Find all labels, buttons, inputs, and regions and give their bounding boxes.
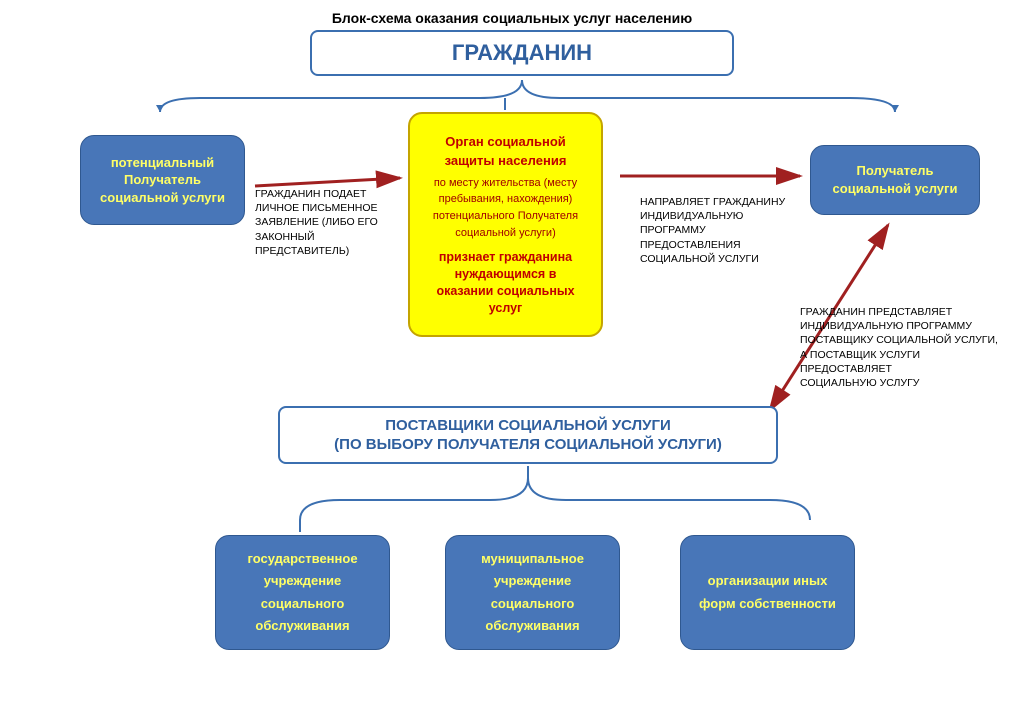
organ-ftr1: признает гражданина (439, 249, 572, 266)
organ-box: Орган социальной защиты населения по мес… (408, 112, 603, 337)
providers-l2: (ПО ВЫБОРУ ПОЛУЧАТЕЛЯ СОЦИАЛЬНОЙ УСЛУГИ) (334, 435, 722, 455)
providers-box: ПОСТАВЩИКИ СОЦИАЛЬНОЙ УСЛУГИ (ПО ВЫБОРУ … (278, 406, 778, 464)
provider-municipal-box: муниципальное учреждение социального обс… (445, 535, 620, 650)
organ-mid1: по месту жительства (месту (434, 176, 577, 191)
organ-hdr1: Орган социальной (445, 133, 566, 151)
organ-ftr2: нуждающимся в (455, 266, 557, 283)
citizen-label: ГРАЖДАНИН (452, 38, 592, 68)
note-program-direction: НАПРАВЛЯЕТ ГРАЖДАНИНУ ИНДИВИДУАЛЬНУЮ ПРО… (640, 195, 805, 266)
provider-state-box: государственное учреждение социального о… (215, 535, 390, 650)
citizen-box: ГРАЖДАНИН (310, 30, 734, 76)
recipient-box: Получатель социальной услуги (810, 145, 980, 215)
organ-ftr4: услуг (489, 300, 523, 317)
organ-mid2: пребывания, нахождения) (439, 192, 573, 207)
note-citizen-application: ГРАЖДАНИН ПОДАЕТ ЛИЧНОЕ ПИСЬМЕННОЕ ЗАЯВЛ… (255, 187, 405, 258)
potential-l2: Получатель (124, 171, 201, 189)
providers-l1: ПОСТАВЩИКИ СОЦИАЛЬНОЙ УСЛУГИ (385, 416, 671, 436)
diagram-title: Блок-схема оказания социальных услуг нас… (0, 10, 1024, 26)
potential-l1: потенциальный (111, 154, 214, 172)
potential-recipient-box: потенциальный Получатель социальной услу… (80, 135, 245, 225)
recipient-l2: социальной услуги (833, 180, 958, 198)
recipient-l1: Получатель (857, 162, 934, 180)
organ-ftr3: оказании социальных (436, 283, 574, 300)
note-provider-exchange: ГРАЖДАНИН ПРЕДСТАВЛЯЕТ ИНДИВИДУАЛЬНУЮ ПР… (800, 305, 1010, 390)
organ-mid3: потенциального Получателя (433, 209, 578, 224)
provider-other-box: организации иных форм собственности (680, 535, 855, 650)
organ-hdr2: защиты населения (445, 152, 567, 170)
organ-mid4: социальной услуги) (455, 226, 555, 241)
potential-l3: социальной услуги (100, 189, 225, 207)
